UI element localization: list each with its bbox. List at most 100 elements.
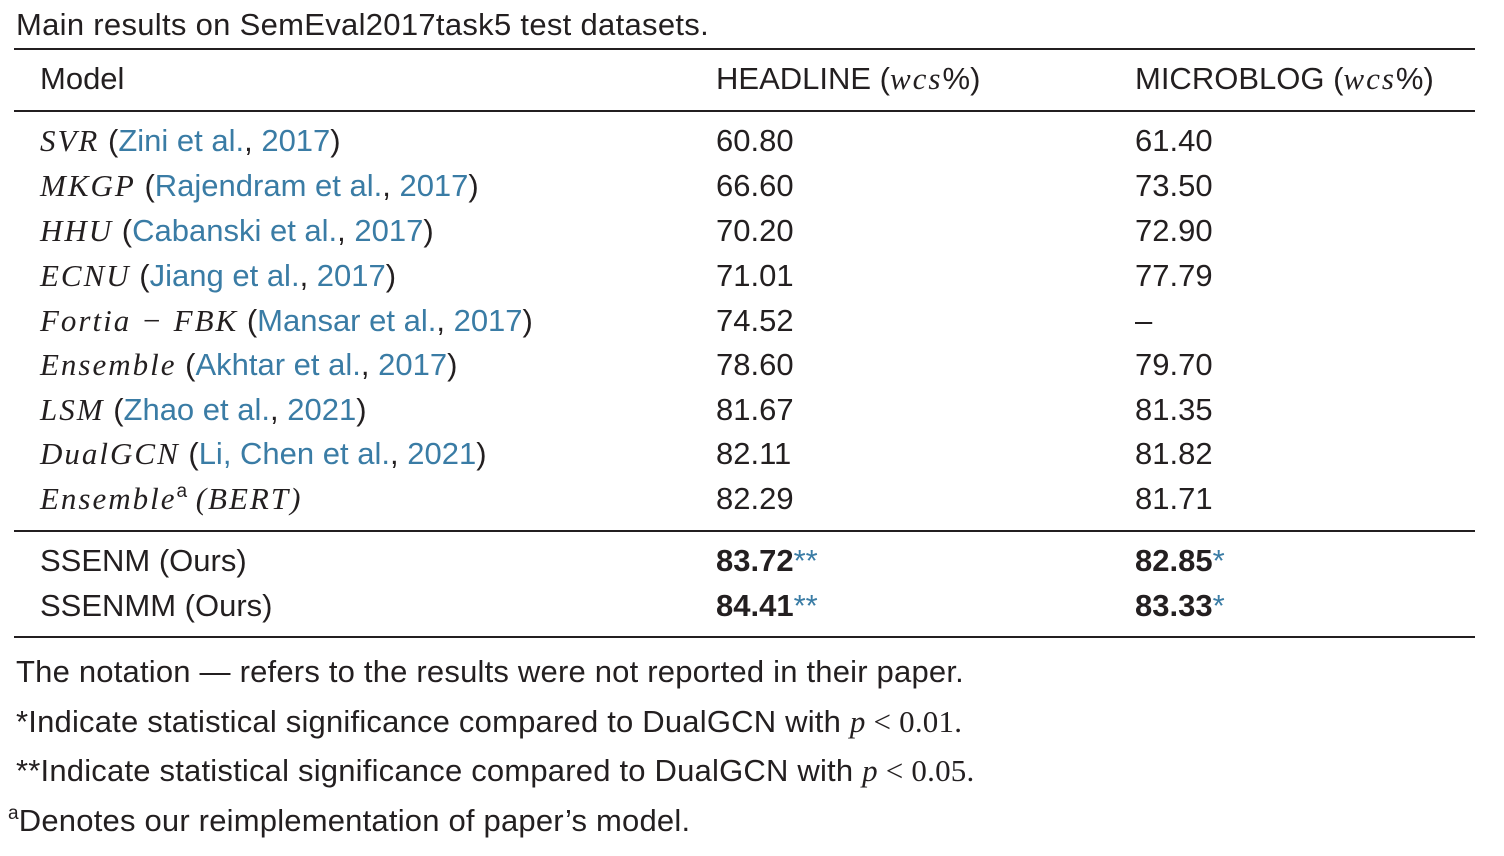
header-model: Model — [40, 61, 125, 96]
footnote-double-star: **Indicate statistical significance comp… — [16, 748, 974, 794]
header-microblog-metric: wcs — [1343, 61, 1396, 96]
headline-value: 70.20 — [716, 213, 794, 248]
header-rule — [14, 110, 1475, 112]
headline-value: 74.52 — [716, 303, 794, 338]
headline-value: 82.11 — [716, 436, 792, 471]
headline-value: 82.29 — [716, 481, 794, 516]
microblog-value: 81.35 — [1135, 392, 1213, 427]
model-name: SVR — [40, 123, 100, 158]
citation-link[interactable]: Li, Chen et al. — [198, 436, 390, 471]
microblog-best-value: 83.33 — [1135, 588, 1213, 623]
model-cell: Fortia − FBK (Mansar et al., 2017) — [40, 303, 533, 338]
footnote-reimplementation: aDenotes our reimplementation of paper’s… — [8, 798, 690, 844]
microblog-value: – — [1135, 303, 1153, 338]
citation-year-link[interactable]: 2021 — [407, 436, 477, 471]
microblog-value: 73.50 — [1135, 168, 1213, 203]
headline-value: 78.60 — [716, 347, 794, 382]
citation-year-link[interactable]: 2017 — [261, 123, 331, 158]
table-row: SVR (Zini et al., 2017) 60.80 61.40 — [0, 118, 1504, 163]
footnote-math: p < 0.01. — [850, 704, 962, 739]
citation-link[interactable]: Zhao et al. — [123, 392, 270, 427]
microblog-value: 81.82 — [1135, 436, 1213, 471]
section-rule — [14, 530, 1475, 532]
headline-value: 81.67 — [716, 392, 794, 427]
microblog-value: 83.33* — [1135, 583, 1225, 628]
significance-mark[interactable]: * — [1212, 588, 1225, 623]
footnote-text: *Indicate statistical significance compa… — [16, 704, 850, 739]
table-row-ours: SSENM (Ours) 83.72** 82.85* — [0, 538, 1504, 583]
model-name: HHU — [40, 213, 114, 248]
citation-link[interactable]: Mansar et al. — [257, 303, 437, 338]
significance-mark[interactable]: ** — [793, 543, 818, 578]
table-row: LSM (Zhao et al., 2021) 81.67 81.35 — [0, 387, 1504, 432]
model-name: SSENM (Ours) — [40, 543, 247, 578]
footnote-single-star: *Indicate statistical significance compa… — [16, 699, 962, 745]
table-row: MKGP (Rajendram et al., 2017) 66.60 73.5… — [0, 163, 1504, 208]
footnote-dash: The notation — refers to the results wer… — [16, 654, 964, 689]
headline-value: 60.80 — [716, 123, 794, 158]
citation-year-link[interactable]: 2017 — [354, 213, 424, 248]
model-name: DualGCN — [40, 436, 180, 471]
model-cell: ECNU (Jiang et al., 2017) — [40, 258, 397, 293]
headline-value: 66.60 — [716, 168, 794, 203]
table-row: ECNU (Jiang et al., 2017) 71.01 77.79 — [0, 253, 1504, 298]
header-headline-open: ( — [879, 61, 890, 96]
header-headline-label: HEADLINE — [716, 61, 872, 96]
model-cell: Ensemblea (BERT) — [40, 476, 302, 521]
model-name: ECNU — [40, 258, 131, 293]
microblog-value: 77.79 — [1135, 258, 1213, 293]
header-headline-metric: wcs — [890, 61, 943, 96]
microblog-value: 79.70 — [1135, 347, 1213, 382]
citation-year-link[interactable]: 2021 — [287, 392, 357, 427]
table-row: HHU (Cabanski et al., 2017) 70.20 72.90 — [0, 208, 1504, 253]
model-cell: MKGP (Rajendram et al., 2017) — [40, 168, 479, 203]
table-row: DualGCN (Li, Chen et al., 2021) 82.11 81… — [0, 431, 1504, 476]
model-cell: SVR (Zini et al., 2017) — [40, 123, 341, 158]
footnote-text: Denotes our reimplementation of paper’s … — [18, 803, 691, 838]
citation-link[interactable]: Jiang et al. — [149, 258, 300, 293]
p-threshold: < 0.01. — [865, 704, 963, 739]
citation-year-link[interactable]: 2017 — [316, 258, 386, 293]
headline-best-value: 83.72 — [716, 543, 794, 578]
table-row-ours: SSENMM (Ours) 84.41** 83.33* — [0, 583, 1504, 628]
header-headline: HEADLINE (wcs%) — [716, 56, 980, 101]
bottom-rule — [14, 636, 1475, 638]
model-cell: Ensemble (Akhtar et al., 2017) — [40, 347, 458, 382]
header-row: Model HEADLINE (wcs%) MICROBLOG (wcs%) — [0, 56, 1504, 101]
citation-year-link[interactable]: 2017 — [453, 303, 523, 338]
headline-value: 84.41** — [716, 583, 818, 628]
table-caption: Main results on SemEval2017task5 test da… — [16, 7, 710, 42]
model-name: Fortia − FBK — [40, 303, 239, 338]
p-symbol: p — [849, 704, 866, 739]
footnote-marker: a — [8, 803, 19, 824]
footnote-marker: a — [176, 481, 188, 502]
microblog-best-value: 82.85 — [1135, 543, 1213, 578]
header-microblog-close: %) — [1395, 61, 1434, 96]
header-microblog: MICROBLOG (wcs%) — [1135, 56, 1434, 101]
citation-year-link[interactable]: 2017 — [378, 347, 448, 382]
microblog-value: 82.85* — [1135, 538, 1225, 583]
citation-year-link[interactable]: 2017 — [399, 168, 469, 203]
header-headline-close: %) — [942, 61, 981, 96]
citation-link[interactable]: Cabanski et al. — [132, 213, 338, 248]
model-variant: (BERT) — [195, 481, 303, 516]
footnote-math: p < 0.05. — [862, 753, 974, 788]
model-cell: HHU (Cabanski et al., 2017) — [40, 213, 434, 248]
p-threshold: < 0.05. — [877, 753, 975, 788]
table-row: Fortia − FBK (Mansar et al., 2017) 74.52… — [0, 298, 1504, 343]
model-cell: LSM (Zhao et al., 2021) — [40, 392, 367, 427]
model-name: SSENMM (Ours) — [40, 588, 273, 623]
headline-best-value: 84.41 — [716, 588, 794, 623]
significance-mark[interactable]: ** — [793, 588, 818, 623]
citation-link[interactable]: Akhtar et al. — [195, 347, 361, 382]
model-cell: DualGCN (Li, Chen et al., 2021) — [40, 436, 487, 471]
table-row: Ensemble (Akhtar et al., 2017) 78.60 79.… — [0, 342, 1504, 387]
citation-link[interactable]: Rajendram et al. — [154, 168, 383, 203]
model-name: MKGP — [40, 168, 136, 203]
significance-mark[interactable]: * — [1212, 543, 1225, 578]
microblog-value: 81.71 — [1135, 481, 1213, 516]
p-symbol: p — [862, 753, 878, 788]
citation-link[interactable]: Zini et al. — [118, 123, 245, 158]
model-name: LSM — [40, 392, 105, 427]
microblog-value: 72.90 — [1135, 213, 1213, 248]
